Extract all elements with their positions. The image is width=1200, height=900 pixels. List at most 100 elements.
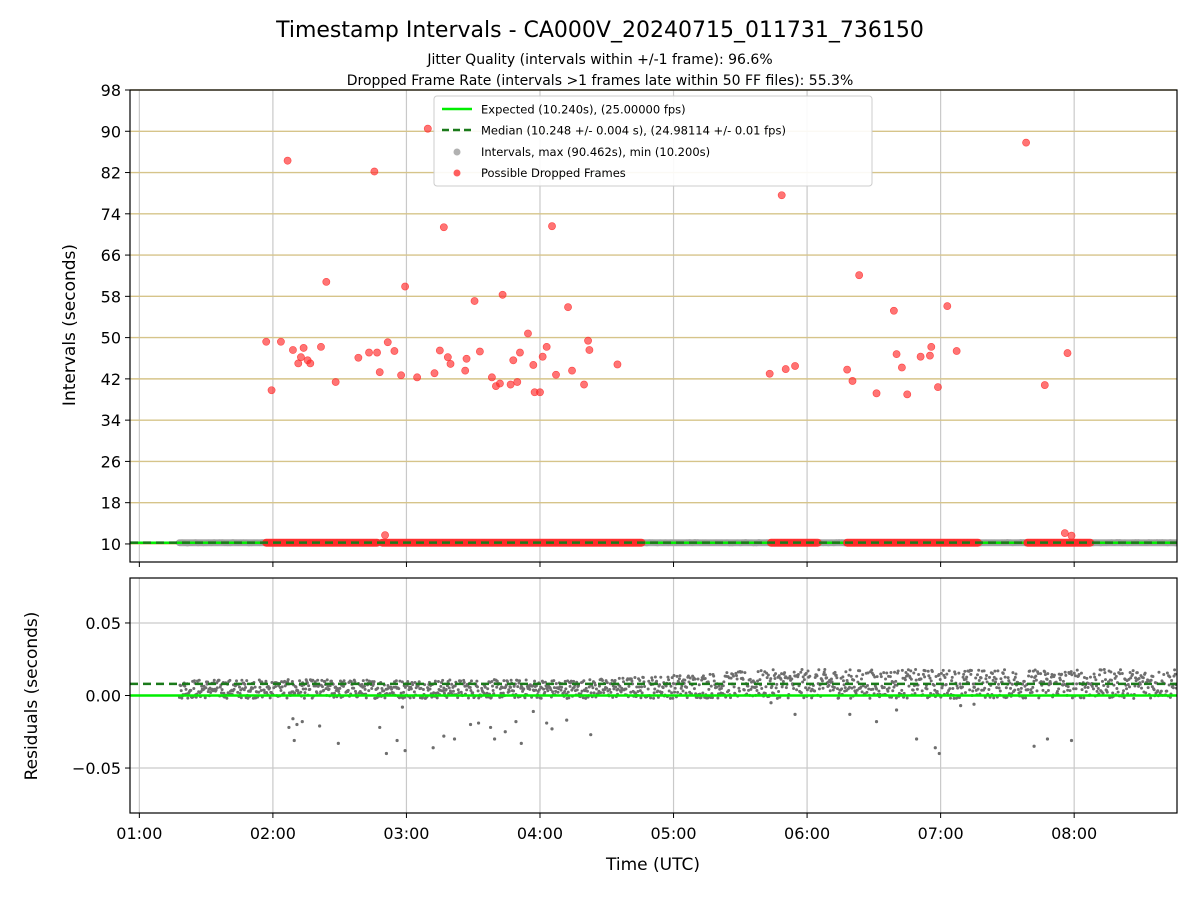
- residual-point: [672, 673, 676, 677]
- residual-point: [600, 678, 604, 682]
- top-y-tick-label: 18: [101, 494, 121, 513]
- residual-outlier-point: [933, 746, 937, 750]
- residual-point: [671, 696, 675, 700]
- residual-point: [471, 691, 475, 695]
- residual-point: [930, 670, 934, 674]
- dropped-frame-point: [509, 356, 518, 365]
- residual-point: [1090, 684, 1094, 688]
- residual-point: [1044, 690, 1048, 694]
- residual-point: [214, 688, 218, 692]
- residual-point: [1135, 671, 1139, 675]
- residual-point: [1079, 671, 1083, 675]
- residual-point: [719, 686, 723, 690]
- residual-point: [641, 675, 645, 679]
- residual-point: [835, 687, 839, 691]
- residual-point: [695, 696, 699, 700]
- residual-point: [953, 672, 957, 676]
- residual-point: [307, 684, 311, 688]
- residual-point: [285, 696, 289, 700]
- residual-point: [920, 689, 924, 693]
- residual-point: [817, 687, 821, 691]
- residual-point: [1007, 679, 1011, 683]
- dropped-frame-point: [365, 348, 373, 357]
- residual-point: [605, 686, 609, 690]
- residual-point: [904, 670, 908, 674]
- residual-point: [456, 696, 460, 700]
- residual-point: [451, 689, 455, 693]
- residual-point: [885, 671, 889, 675]
- residual-point: [397, 687, 401, 691]
- residual-point: [903, 678, 907, 682]
- top-y-tick-label: 34: [101, 411, 121, 430]
- residual-point: [1008, 681, 1012, 685]
- legend-expected-label: Expected (10.240s), (25.00000 fps): [481, 103, 686, 117]
- dropped-frame-point: [848, 377, 857, 385]
- residual-point: [515, 678, 519, 682]
- residual-point: [552, 679, 556, 683]
- residual-point: [774, 672, 778, 676]
- dropped-frame-point: [498, 290, 507, 299]
- residual-point: [827, 683, 831, 687]
- residual-point: [943, 675, 947, 679]
- residual-point: [1024, 696, 1028, 700]
- residual-point: [1001, 671, 1005, 675]
- residual-point: [372, 682, 376, 686]
- residual-point: [403, 685, 407, 689]
- residual-point: [610, 678, 614, 682]
- residual-point: [780, 672, 784, 676]
- residual-point: [915, 687, 919, 691]
- bottom-data-layer: [130, 667, 1177, 756]
- residual-point: [735, 677, 739, 681]
- residual-point: [1108, 696, 1112, 700]
- residual-point: [282, 691, 286, 695]
- residual-point: [927, 674, 931, 678]
- residual-point: [235, 679, 239, 683]
- residual-point: [432, 691, 436, 695]
- residual-point: [501, 691, 505, 695]
- residual-point: [516, 685, 520, 689]
- dropped-frame-point: [777, 191, 786, 200]
- residual-point: [860, 690, 864, 694]
- residual-point: [1084, 690, 1088, 694]
- residual-point: [1133, 684, 1137, 688]
- residual-point: [489, 696, 493, 700]
- residual-point: [914, 668, 918, 672]
- dropped-frame-point: [446, 360, 455, 368]
- residual-point: [1043, 673, 1047, 677]
- residual-point: [1039, 672, 1043, 676]
- residual-point: [1004, 686, 1008, 690]
- residual-point: [968, 688, 972, 692]
- residual-point: [887, 686, 891, 690]
- residual-point: [700, 678, 704, 682]
- residual-point: [1069, 670, 1073, 674]
- residual-point: [937, 673, 941, 677]
- x-axis-label: Time (UTC): [605, 855, 700, 875]
- residual-point: [1118, 672, 1122, 676]
- residual-point: [280, 685, 284, 689]
- residual-point: [459, 679, 463, 683]
- residual-point: [1115, 687, 1119, 691]
- dropped-band-point: [810, 539, 819, 547]
- top-y-tick-label: 82: [101, 164, 121, 183]
- residual-point: [554, 682, 558, 686]
- residual-point: [823, 668, 827, 672]
- residual-point: [760, 686, 764, 690]
- residual-outlier-point: [937, 751, 941, 756]
- residual-point: [290, 679, 294, 683]
- residual-point: [780, 685, 784, 689]
- residual-point: [664, 684, 668, 688]
- residual-point: [584, 686, 588, 690]
- residual-point: [1034, 674, 1038, 678]
- residual-point: [799, 670, 803, 674]
- dropped-frame-point: [516, 348, 524, 357]
- residual-point: [1103, 671, 1107, 675]
- residual-point: [969, 669, 973, 673]
- residual-point: [367, 689, 371, 693]
- residual-point: [865, 690, 869, 694]
- residual-point: [977, 668, 981, 672]
- residual-point: [905, 696, 909, 700]
- residual-point: [681, 689, 685, 693]
- residual-point: [761, 673, 765, 677]
- residual-point: [1119, 668, 1123, 672]
